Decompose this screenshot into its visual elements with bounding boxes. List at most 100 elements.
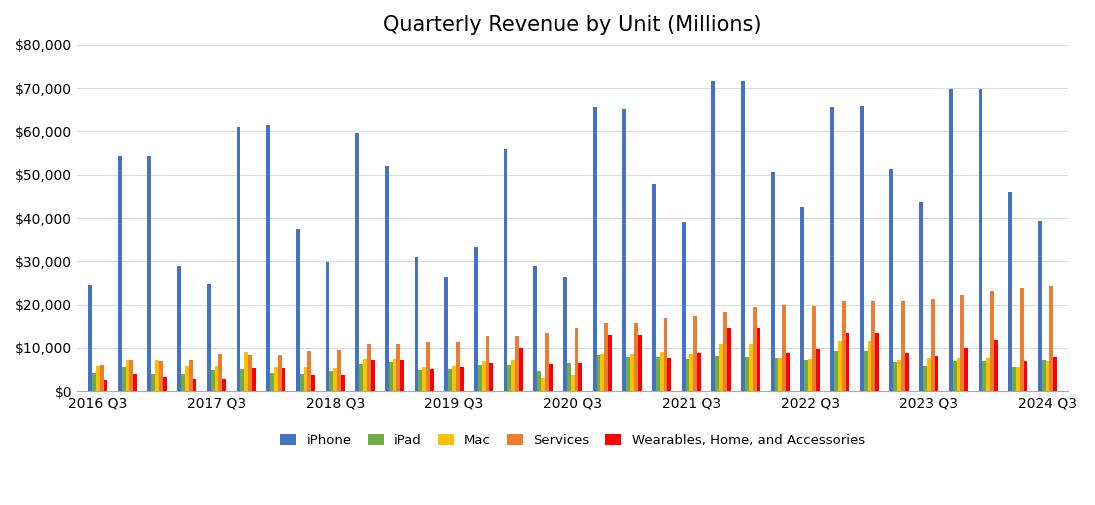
Bar <box>1053 358 1057 391</box>
Bar <box>181 374 185 391</box>
Bar <box>965 348 968 391</box>
Bar <box>185 366 188 391</box>
Bar <box>570 375 575 391</box>
Bar <box>1012 367 1016 391</box>
Bar <box>177 266 181 391</box>
Bar <box>749 344 752 391</box>
Bar <box>210 370 215 391</box>
Bar <box>266 125 270 391</box>
Bar <box>541 378 545 391</box>
Bar <box>808 359 812 391</box>
Bar <box>311 375 315 391</box>
Bar <box>92 373 96 391</box>
Bar <box>281 368 286 391</box>
Bar <box>504 149 507 391</box>
Bar <box>511 360 516 391</box>
Bar <box>308 351 311 391</box>
Bar <box>122 367 126 391</box>
Bar <box>875 333 879 391</box>
Bar <box>578 363 583 391</box>
Bar <box>538 371 541 391</box>
Bar <box>685 360 690 391</box>
Bar <box>456 342 460 391</box>
Bar <box>474 247 477 391</box>
Bar <box>931 299 934 391</box>
Bar <box>393 359 396 391</box>
Bar <box>715 356 719 391</box>
Bar <box>155 360 159 391</box>
Bar <box>597 355 600 391</box>
Bar <box>218 355 222 391</box>
Bar <box>656 358 660 391</box>
Bar <box>193 379 196 391</box>
Bar <box>215 367 218 391</box>
Bar <box>934 356 938 391</box>
Bar <box>1024 361 1027 391</box>
Bar <box>249 355 252 391</box>
Bar <box>445 277 448 391</box>
Bar <box>771 172 774 391</box>
Bar <box>600 354 604 391</box>
Bar <box>805 360 808 391</box>
Bar <box>118 156 122 391</box>
Bar <box>296 229 300 391</box>
Bar <box>994 339 998 391</box>
Bar <box>485 336 489 391</box>
Bar <box>371 360 374 391</box>
Bar <box>957 358 960 391</box>
Bar <box>104 380 107 391</box>
Bar <box>782 306 786 391</box>
Bar <box>129 360 134 391</box>
Bar <box>389 362 393 391</box>
Bar <box>727 328 730 391</box>
Bar <box>1008 192 1012 391</box>
Bar <box>549 364 553 391</box>
Bar <box>987 358 990 391</box>
Bar <box>1016 367 1019 391</box>
Bar <box>960 295 965 391</box>
Bar <box>88 285 92 391</box>
Bar <box>842 301 845 391</box>
Bar <box>872 301 875 391</box>
Bar <box>300 374 303 391</box>
Bar <box>244 351 249 391</box>
Bar <box>660 351 664 391</box>
Bar <box>477 365 482 391</box>
Bar <box>774 358 779 391</box>
Legend: iPhone, iPad, Mac, Services, Wearables, Home, and Accessories: iPhone, iPad, Mac, Services, Wearables, … <box>280 434 865 447</box>
Bar <box>630 354 634 391</box>
Bar <box>682 222 685 391</box>
Bar <box>812 307 816 391</box>
Bar <box>333 368 337 391</box>
Bar <box>460 367 463 391</box>
Bar <box>533 266 538 391</box>
Bar <box>904 354 909 391</box>
Bar <box>979 89 982 391</box>
Bar <box>800 207 805 391</box>
Bar <box>519 348 523 391</box>
Bar <box>919 201 923 391</box>
Bar <box>148 156 151 391</box>
Bar <box>252 368 256 391</box>
Bar <box>622 109 626 391</box>
Bar <box>575 328 578 391</box>
Bar <box>489 363 493 391</box>
Bar <box>786 353 789 391</box>
Bar <box>222 379 227 391</box>
Bar <box>860 107 864 391</box>
Bar <box>608 335 612 391</box>
Bar <box>982 361 987 391</box>
Bar <box>452 367 456 391</box>
Bar <box>563 277 567 391</box>
Bar <box>100 366 104 391</box>
Bar <box>894 363 897 391</box>
Bar <box>423 367 426 391</box>
Bar <box>159 361 163 391</box>
Bar <box>838 341 842 391</box>
Bar <box>303 367 308 391</box>
Bar <box>779 358 782 391</box>
Bar <box>592 107 597 391</box>
Bar <box>126 360 129 391</box>
Bar <box>830 107 834 391</box>
Bar <box>897 360 901 391</box>
